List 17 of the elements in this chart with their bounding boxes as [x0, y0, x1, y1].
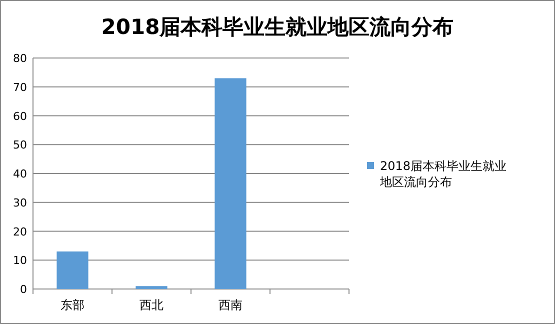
bar [214, 78, 246, 289]
x-tick-label: 西南 [218, 298, 242, 312]
x-tick-label: 西北 [140, 298, 164, 312]
y-tick-label: 40 [13, 168, 27, 180]
y-tick-label: 30 [13, 196, 27, 210]
y-tick-label: 60 [13, 110, 27, 123]
chart-title: 2018届本科毕业生就业地区流向分布 [101, 15, 454, 39]
y-tick-label: 70 [13, 80, 27, 94]
y-tick-label: 0 [20, 283, 27, 296]
legend-label: 2018届本科毕业生就业地区流向分布 [379, 159, 507, 189]
y-tick-label: 80 [13, 52, 27, 65]
y-tick-label: 10 [13, 254, 27, 268]
y-tick-label: 20 [13, 225, 27, 238]
x-tick-label: 东部 [60, 298, 84, 312]
bar [56, 251, 88, 289]
bar [136, 286, 168, 289]
y-tick-label: 50 [13, 138, 27, 152]
